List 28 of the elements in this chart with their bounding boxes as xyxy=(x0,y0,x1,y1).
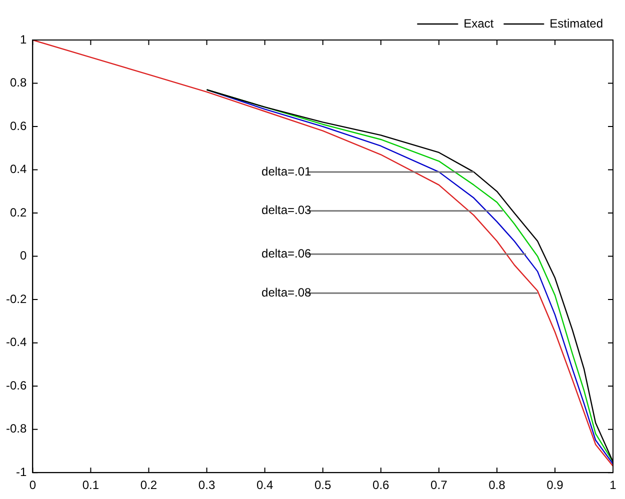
y-tick-label: 0.2 xyxy=(10,205,27,220)
annotation: delta=.06 xyxy=(262,246,312,260)
x-tick-label: 0.1 xyxy=(82,478,100,492)
x-tick-label: 0.3 xyxy=(198,478,216,492)
x-tick-label: 0.8 xyxy=(488,478,506,492)
x-tick-label: 0.6 xyxy=(372,478,390,492)
y-tick-label: 0.8 xyxy=(10,76,27,90)
y-tick-label: 0.6 xyxy=(10,118,27,133)
annotation: delta=.03 xyxy=(262,203,312,218)
x-tick-label: 0.7 xyxy=(430,478,448,492)
y-tick-label: -0.4 xyxy=(6,335,27,350)
y-tick-label: 0 xyxy=(20,248,27,263)
y-tick-label: 1 xyxy=(20,32,27,46)
x-tick-label: 0.2 xyxy=(140,478,158,492)
legend-label: Exact xyxy=(464,16,494,30)
x-tick-label: 1 xyxy=(610,478,617,492)
x-tick-label: 0 xyxy=(29,478,36,492)
y-tick-label: -0.8 xyxy=(6,422,27,436)
y-tick-label: -1 xyxy=(16,464,27,479)
x-tick-label: 0.4 xyxy=(256,478,274,492)
annotation: delta=.08 xyxy=(262,285,312,300)
x-tick-label: 0.5 xyxy=(314,478,332,492)
y-tick-label: 0.4 xyxy=(10,162,27,176)
x-tick-label: 0.9 xyxy=(546,478,564,492)
y-tick-label: -0.6 xyxy=(6,378,27,392)
annotation: delta=.01 xyxy=(262,164,312,178)
legend-label: Estimated xyxy=(550,16,604,30)
y-tick-label: -0.2 xyxy=(6,292,27,306)
